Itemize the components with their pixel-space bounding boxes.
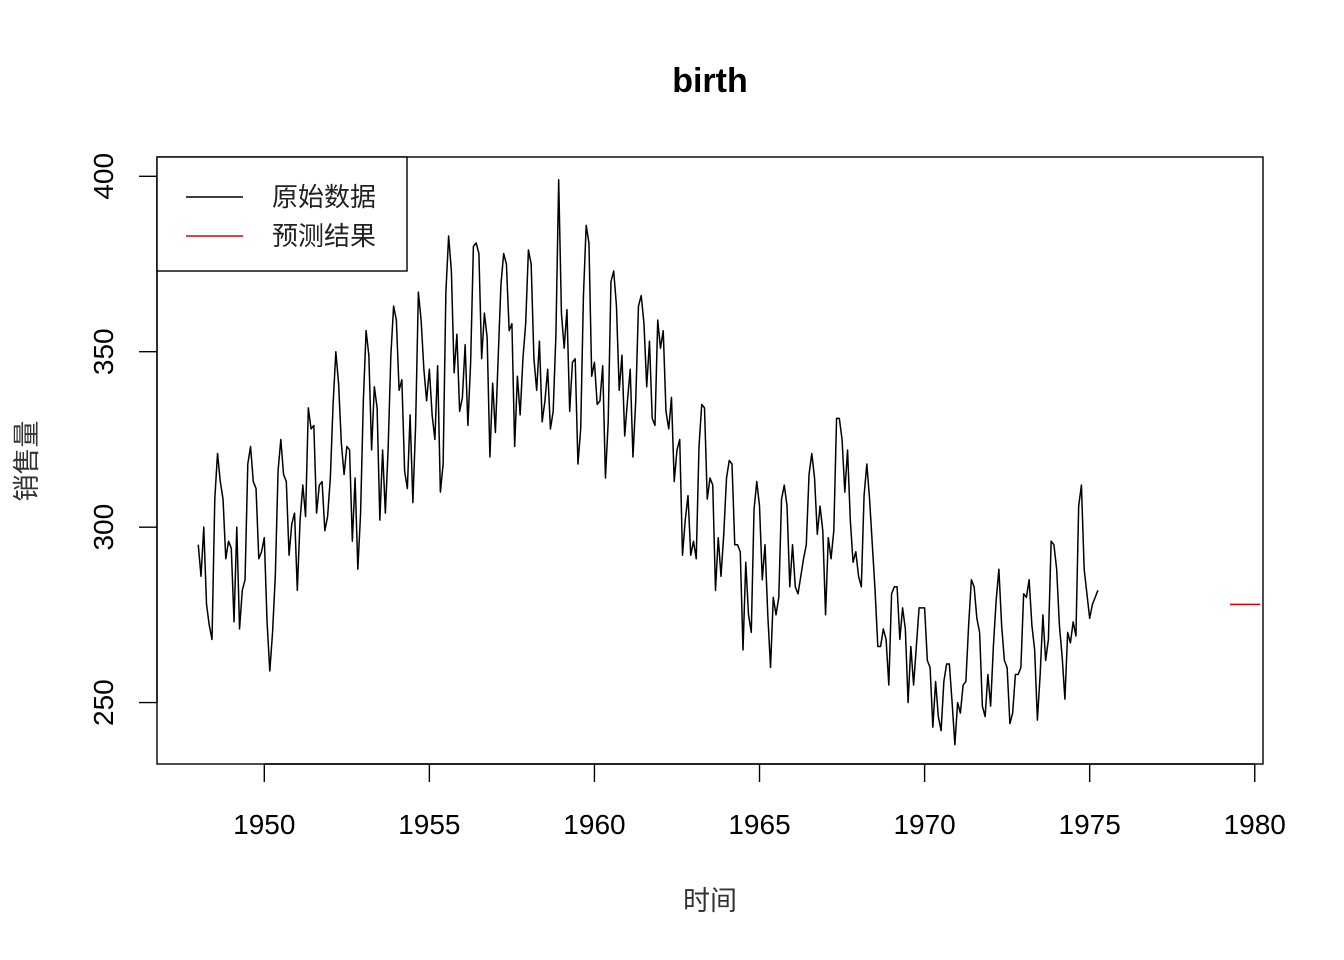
x-tick-label: 1975: [1059, 809, 1121, 840]
y-axis: 250 300 350 400: [88, 153, 158, 726]
x-tick-label: 1960: [563, 809, 625, 840]
y-tick-label: 300: [88, 504, 119, 551]
y-tick-label: 250: [88, 679, 119, 726]
y-tick-label: 400: [88, 153, 119, 200]
series-line-original: [197, 179, 1099, 746]
x-tick-label: 1980: [1224, 809, 1286, 840]
x-axis: 1950 1955 1960 1965 1970 1975 1980: [233, 763, 1286, 840]
legend-label-forecast: 预测结果: [272, 222, 376, 252]
legend-label-original: 原始数据: [272, 183, 376, 213]
y-axis-title: 销售量: [12, 421, 43, 502]
chart-title: birth: [672, 62, 748, 100]
x-tick-label: 1950: [233, 809, 295, 840]
legend: 原始数据 预测结果: [156, 156, 408, 272]
x-tick-label: 1970: [893, 809, 955, 840]
x-axis-title: 时间: [683, 886, 737, 917]
x-tick-label: 1955: [398, 809, 460, 840]
y-tick-label: 350: [88, 328, 119, 375]
x-tick-label: 1965: [728, 809, 790, 840]
legend-box: [156, 156, 408, 272]
series-layer: [197, 179, 1261, 746]
